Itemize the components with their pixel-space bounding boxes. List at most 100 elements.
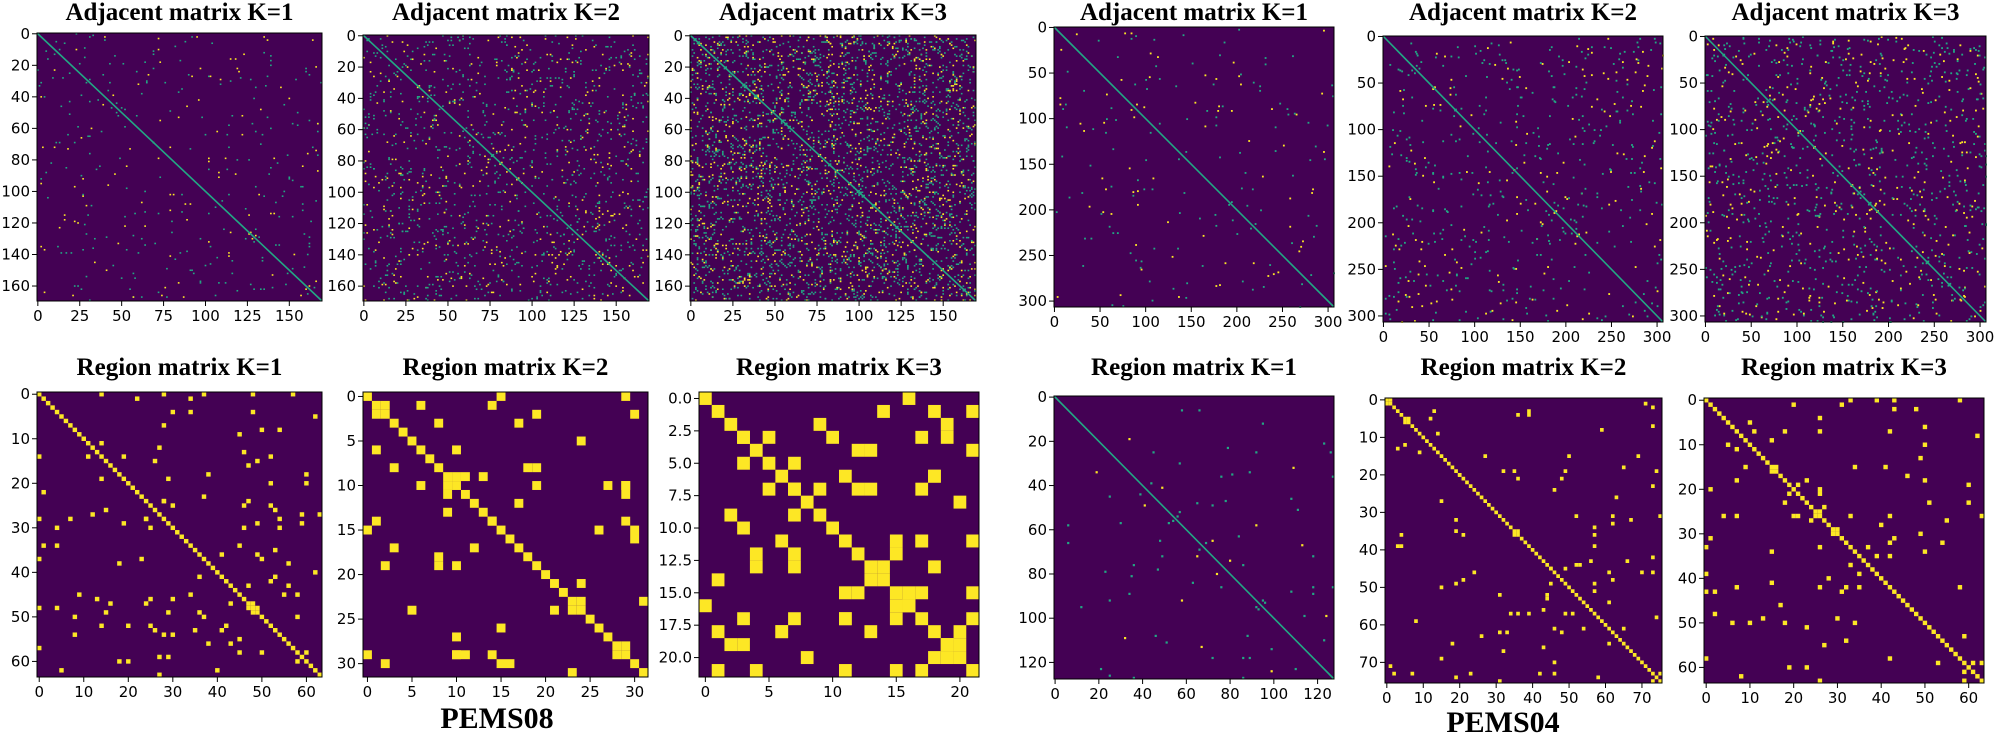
heatmap-cell — [585, 230, 587, 233]
heatmap-cell — [898, 64, 901, 67]
heatmap-cell — [774, 132, 776, 134]
heatmap-cell — [777, 218, 780, 220]
heatmap-cell — [944, 136, 946, 139]
heatmap-cell — [858, 174, 860, 176]
heatmap-cell — [833, 96, 835, 98]
heatmap-cell — [450, 214, 453, 217]
heatmap-cell — [497, 275, 500, 278]
heatmap-cell — [720, 233, 722, 236]
heatmap-cell — [740, 186, 743, 189]
heatmap-cell — [462, 99, 464, 101]
heatmap-cell — [430, 174, 432, 176]
heatmap-cell — [534, 272, 537, 275]
heatmap-cell — [546, 279, 549, 281]
heatmap-cell — [799, 58, 802, 61]
heatmap-cell — [593, 146, 596, 148]
heatmap-cell — [630, 96, 633, 98]
heatmap-cell — [848, 214, 850, 217]
heatmap-cell — [925, 169, 928, 172]
heatmap-cell — [859, 150, 862, 153]
heatmap-cell — [962, 186, 965, 189]
heatmap-cell — [586, 113, 589, 115]
heatmap-cell — [638, 72, 641, 75]
heatmap-cell — [799, 260, 802, 262]
heatmap-cell — [974, 188, 976, 190]
heatmap-cell — [745, 67, 748, 70]
heatmap-cell — [920, 260, 923, 262]
heatmap-cell — [769, 166, 771, 168]
heatmap-cell — [588, 102, 591, 104]
heatmap-cell — [595, 254, 597, 256]
heatmap-cell — [231, 272, 234, 275]
heatmap-cell — [705, 150, 707, 153]
heatmap-cell — [755, 144, 758, 147]
heatmap-cell — [458, 277, 461, 280]
heatmap-cell — [713, 189, 716, 192]
heatmap-cell — [278, 244, 281, 246]
heatmap-cell — [231, 114, 234, 117]
heatmap-cell — [576, 160, 579, 162]
heatmap-cell — [369, 70, 372, 73]
heatmap-cell — [425, 286, 427, 289]
heatmap-cell — [955, 108, 958, 111]
heatmap-cell — [737, 286, 739, 289]
heatmap-cell — [762, 258, 765, 261]
heatmap-cell — [937, 78, 939, 81]
heatmap-cell — [972, 36, 975, 39]
heatmap-cell — [453, 99, 456, 101]
heatmap-cell — [546, 282, 549, 284]
heatmap-cell — [740, 275, 743, 278]
heatmap-cell — [68, 100, 71, 103]
heatmap-cell — [920, 153, 923, 156]
heatmap-cell — [259, 143, 262, 145]
heatmap-cell — [363, 108, 365, 111]
heatmap-cell — [950, 232, 953, 234]
heatmap-cell — [541, 171, 544, 173]
heatmap-cell — [834, 108, 837, 111]
heatmap-cell — [696, 225, 699, 228]
heatmap-cell — [696, 158, 699, 161]
heatmap-cell — [834, 128, 837, 131]
heatmap-cell — [316, 170, 319, 172]
heatmap-cell — [755, 210, 758, 212]
heatmap-cell — [858, 279, 860, 281]
heatmap-cell — [458, 147, 461, 150]
heatmap-cell — [728, 254, 731, 256]
heatmap-cell — [758, 252, 761, 255]
heatmap-cell — [627, 164, 629, 167]
heatmap-cell — [856, 274, 859, 276]
heatmap-cell — [940, 39, 943, 42]
heatmap-cell — [391, 194, 394, 197]
heatmap-cell — [885, 257, 887, 259]
heatmap-cell — [733, 70, 736, 73]
heatmap-cell — [932, 136, 934, 139]
heatmap-cell — [735, 211, 738, 214]
heatmap-cell — [701, 282, 704, 284]
heatmap-cell — [792, 66, 795, 68]
heatmap-cell — [421, 172, 424, 175]
heatmap-cell — [568, 252, 570, 255]
heatmap-cell — [615, 255, 618, 258]
heatmap-cell — [760, 211, 763, 214]
heatmap-cell — [728, 97, 731, 100]
heatmap-cell — [903, 218, 906, 220]
heatmap-cell — [514, 219, 517, 222]
heatmap-cell — [817, 249, 820, 251]
heatmap-cell — [849, 150, 852, 153]
heatmap-cell — [945, 218, 948, 220]
heatmap-cell — [853, 36, 855, 39]
heatmap-cell — [794, 265, 796, 267]
heatmap-cell — [856, 168, 859, 170]
heatmap-cell — [849, 275, 852, 278]
heatmap-cell — [369, 96, 372, 98]
heatmap-cell — [762, 279, 765, 281]
heatmap-cell — [908, 157, 911, 159]
heatmap-cell — [497, 177, 500, 179]
heatmap-cell — [199, 282, 202, 284]
heatmap-cell — [930, 102, 933, 104]
heatmap-cell — [406, 66, 409, 68]
heatmap-cell — [531, 185, 533, 187]
heatmap-cell — [831, 197, 833, 200]
heatmap-cell — [563, 263, 565, 266]
heatmap-cell — [745, 125, 748, 128]
